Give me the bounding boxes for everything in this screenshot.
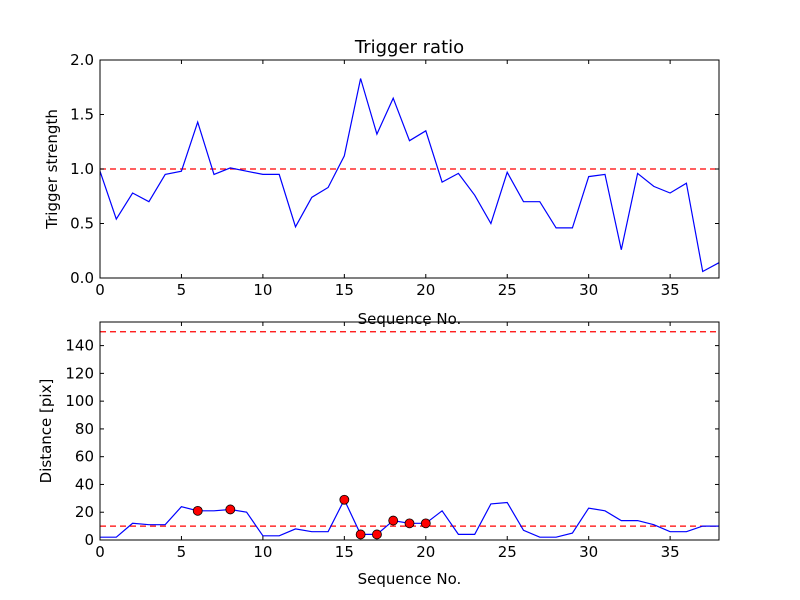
y-tick-label: 20 — [75, 503, 94, 521]
x-tick-label: 5 — [177, 543, 187, 561]
y-tick-label: 60 — [75, 448, 94, 466]
data-point — [388, 515, 399, 526]
y-tick-label: 0 — [84, 531, 94, 549]
x-tick-label: 25 — [498, 543, 517, 561]
x-tick-label: 15 — [335, 281, 354, 299]
x-tick-label: 5 — [177, 281, 187, 299]
x-axis-label: Sequence No. — [358, 570, 462, 588]
x-tick-label: 30 — [579, 543, 598, 561]
series-line — [99, 78, 720, 273]
x-tick-label: 20 — [416, 281, 435, 299]
data-point — [339, 494, 350, 505]
x-tick-label: 30 — [579, 281, 598, 299]
y-axis-label: Distance [pix] — [37, 379, 55, 484]
x-tick-label: 25 — [498, 281, 517, 299]
x-tick-label: 10 — [253, 281, 272, 299]
y-tick-label: 100 — [65, 392, 94, 410]
y-tick-label: 2.0 — [70, 51, 94, 69]
axes-frame — [99, 321, 720, 541]
y-axis-label: Trigger strength — [43, 109, 61, 230]
y-tick-label: 140 — [65, 337, 94, 355]
data-point — [225, 504, 236, 515]
y-tick-label: 1.5 — [70, 106, 94, 124]
y-tick-label: 0.0 — [70, 269, 94, 287]
x-tick-label: 35 — [661, 281, 680, 299]
data-point — [420, 518, 431, 529]
data-point — [192, 505, 203, 516]
y-tick-label: 1.0 — [70, 160, 94, 178]
x-axis-label: Sequence No. — [358, 310, 462, 328]
trigger-ratio-chart: Trigger ratio Sequence No. Trigger stren… — [43, 37, 720, 328]
distance-chart: Sequence No. Distance [pix] 0 5 10 15 20 25 30… — [37, 321, 720, 588]
x-tick-label: 0 — [95, 543, 105, 561]
x-tick-label: 35 — [661, 543, 680, 561]
y-tick-label: 40 — [75, 475, 94, 493]
data-point — [404, 518, 415, 529]
data-point — [372, 529, 382, 540]
y-tick-label: 80 — [75, 420, 94, 438]
data-point — [355, 529, 366, 540]
x-tick-label: 20 — [416, 543, 435, 561]
y-tick-label: 120 — [65, 364, 94, 382]
chart-title: Trigger ratio — [354, 37, 464, 58]
x-tick-label: 0 — [95, 281, 105, 299]
y-tick-label: 0.5 — [70, 215, 94, 233]
x-tick-label: 10 — [253, 543, 272, 561]
x-tick-label: 15 — [335, 543, 354, 561]
